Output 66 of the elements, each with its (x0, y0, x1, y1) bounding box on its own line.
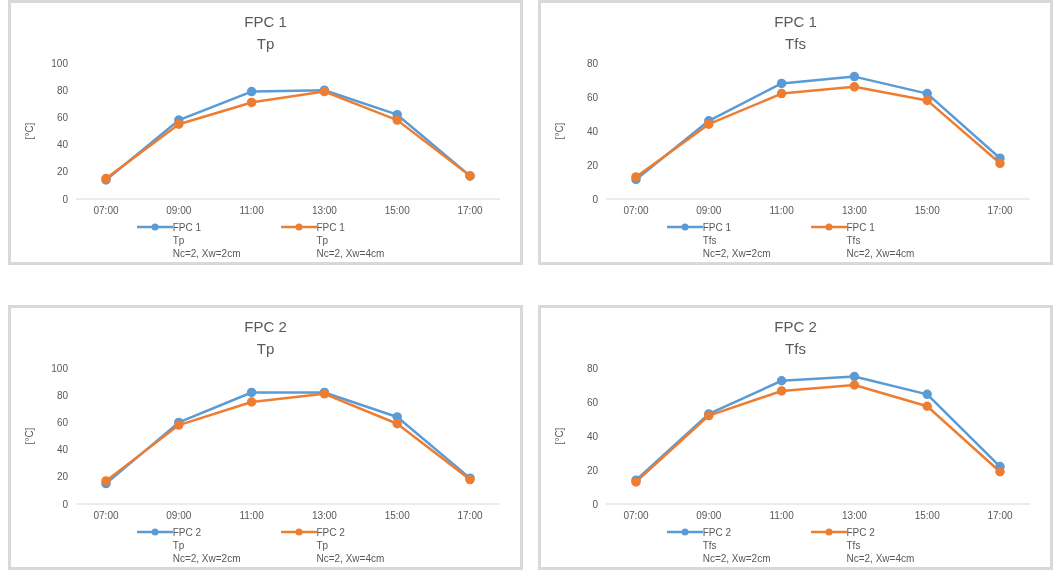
x-tick-label: 11:00 (239, 205, 265, 217)
x-tick-label: 09:00 (696, 510, 722, 522)
y-tick-label: 80 (56, 389, 69, 401)
y-tick-label: 80 (586, 362, 599, 374)
x-tick-label: 15:00 (384, 510, 411, 522)
y-tick-label: 100 (51, 362, 69, 374)
x-tick-label: 17:00 (987, 205, 1013, 217)
y-tick-label: 40 (586, 125, 599, 137)
y-tick-label: 40 (586, 430, 599, 442)
legend-label: FPC 1 Tfs Nc=2, Xw=2cm (702, 221, 771, 260)
legend-label: FPC 1 Tp Nc=2, Xw=4cm (316, 221, 385, 260)
y-tick-label: 20 (56, 166, 69, 178)
y-tick-label: 80 (56, 84, 69, 96)
x-tick-label: 13:00 (841, 510, 868, 522)
legend-label: FPC 1 Tfs Nc=2, Xw=4cm (846, 221, 915, 260)
x-tick-label: 07:00 (623, 205, 649, 217)
x-tick-label: 17:00 (987, 510, 1013, 522)
legend-label: FPC 2 Tfs Nc=2, Xw=4cm (846, 526, 915, 565)
legend-label: FPC 2 Tfs Nc=2, Xw=2cm (702, 526, 771, 565)
chart-title: FPC 1 (243, 12, 288, 32)
x-tick-label: 11:00 (239, 510, 265, 522)
x-tick-label: 15:00 (914, 205, 941, 217)
x-tick-label: 15:00 (384, 205, 411, 217)
x-tick-label: 09:00 (696, 205, 722, 217)
x-tick-label: 07:00 (93, 205, 119, 217)
chart-subtitle: Tp (255, 34, 276, 54)
x-tick-label: 11:00 (769, 510, 795, 522)
x-tick-label: 13:00 (841, 205, 868, 217)
legend-label: FPC 1 Tp Nc=2, Xw=2cm (172, 221, 241, 260)
chart-subtitle: Tfs (784, 339, 807, 359)
x-tick-label: 13:00 (311, 510, 338, 522)
y-tick-label: 80 (586, 57, 599, 69)
y-tick-label: 20 (56, 471, 69, 483)
x-tick-label: 07:00 (623, 510, 649, 522)
legend-label: FPC 2 Tp Nc=2, Xw=2cm (172, 526, 241, 565)
y-tick-label: 60 (56, 111, 69, 123)
y-tick-label: 0 (592, 498, 599, 510)
y-tick-label: 60 (586, 91, 599, 103)
legend-label: FPC 2 Tp Nc=2, Xw=4cm (316, 526, 385, 565)
x-tick-label: 17:00 (457, 205, 483, 217)
y-tick-label: 40 (56, 444, 69, 456)
y-axis-title: [°C] (23, 122, 35, 140)
y-tick-label: 60 (586, 396, 599, 408)
y-tick-label: 40 (56, 139, 69, 151)
y-tick-label: 0 (62, 498, 69, 510)
x-tick-label: 15:00 (914, 510, 941, 522)
y-tick-label: 100 (51, 57, 69, 69)
x-tick-label: 09:00 (166, 205, 192, 217)
chart-subtitle: Tp (255, 339, 276, 359)
y-tick-label: 0 (62, 193, 69, 205)
y-axis-title: [°C] (553, 427, 565, 445)
chart-title: FPC 2 (243, 317, 288, 337)
chart-title: FPC 2 (773, 317, 818, 337)
y-axis-title: [°C] (23, 427, 35, 445)
x-tick-label: 13:00 (311, 205, 338, 217)
x-tick-label: 11:00 (769, 205, 795, 217)
y-tick-label: 60 (56, 416, 69, 428)
y-tick-label: 20 (586, 159, 599, 171)
chart-title: FPC 1 (773, 12, 818, 32)
x-tick-label: 17:00 (457, 510, 483, 522)
x-tick-label: 07:00 (93, 510, 119, 522)
y-tick-label: 20 (586, 464, 599, 476)
chart-subtitle: Tfs (784, 34, 807, 54)
y-tick-label: 0 (592, 193, 599, 205)
y-axis-title: [°C] (553, 122, 565, 140)
x-tick-label: 09:00 (166, 510, 192, 522)
